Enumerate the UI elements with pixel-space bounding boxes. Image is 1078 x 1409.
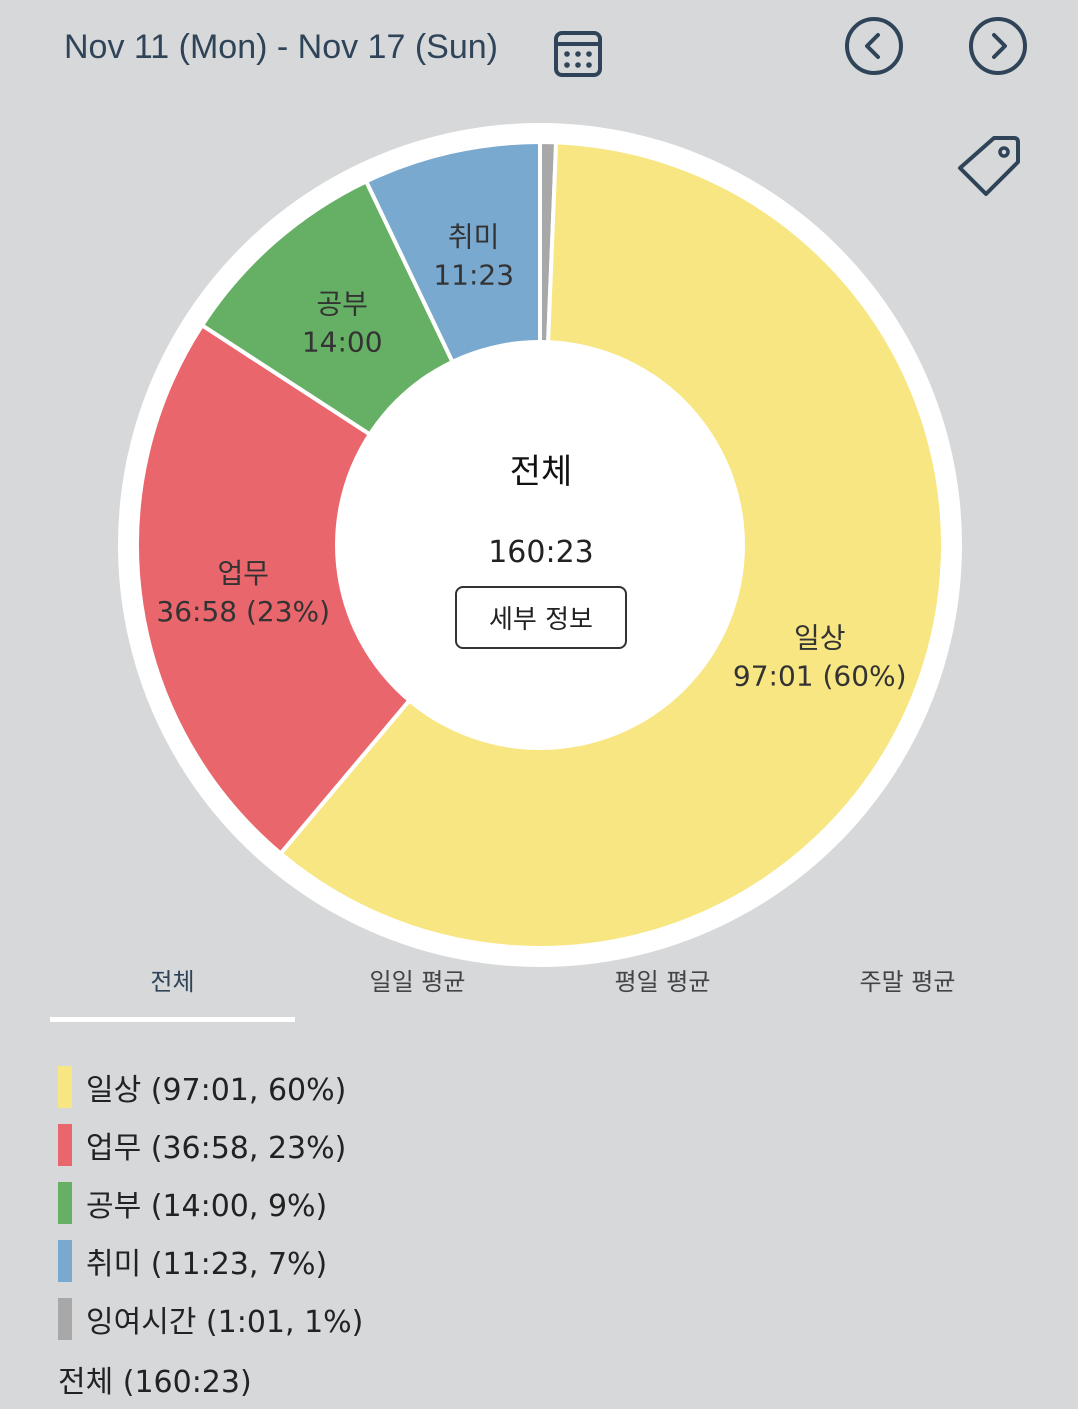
tab-weekday-average[interactable]: 평일 평균: [614, 968, 711, 996]
legend-label: 잉여시간 (1:01, 1%): [86, 1305, 364, 1340]
legend-item-hobby: 취미 (11:23, 7%): [58, 1232, 363, 1290]
legend-label: 공부 (14:00, 9%): [86, 1189, 328, 1224]
slice-label-name: 일상: [794, 621, 846, 654]
chevron-right-circle-icon[interactable]: [967, 15, 1029, 77]
slice-label-name: 공부: [316, 287, 368, 320]
slice-label-name: 업무: [217, 557, 269, 590]
center-total: 160:23: [488, 535, 594, 570]
legend-item-study: 공부 (14:00, 9%): [58, 1174, 363, 1232]
slice-label-value: 14:00: [302, 325, 383, 358]
legend-label: 일상 (97:01, 60%): [86, 1073, 347, 1108]
legend-swatch: [58, 1182, 72, 1224]
period-tabs: 전체 일일 평균 평일 평균 주말 평균: [50, 962, 1030, 1022]
chart-slice-labels: 일상 97:01 (60%) 업무 36:58 (23%) 공부 14:00 취미 11:23: [156, 220, 906, 692]
active-tab-indicator: [50, 1017, 295, 1022]
date-range-title: Nov 11 (Mon) - Nov 17 (Sun): [64, 28, 498, 66]
center-title: 전체: [510, 452, 573, 492]
legend-item-daily: 일상 (97:01, 60%): [58, 1058, 363, 1116]
tab-weekend-average[interactable]: 주말 평균: [859, 968, 956, 996]
tab-total[interactable]: 전체: [150, 968, 195, 996]
chart-legend: 일상 (97:01, 60%) 업무 (36:58, 23%) 공부 (14:0…: [58, 1058, 363, 1408]
legend-swatch: [58, 1066, 72, 1108]
chart-slices: [135, 139, 945, 950]
chevron-left-circle-icon[interactable]: [843, 15, 905, 77]
calendar-icon[interactable]: [553, 27, 603, 77]
legend-total: 전체 (160:23): [58, 1365, 252, 1400]
legend-item-spare-time: 잉여시간 (1:01, 1%): [58, 1290, 363, 1348]
legend-swatch: [58, 1298, 72, 1340]
legend-swatch: [58, 1124, 72, 1166]
slice-label-value: 11:23: [433, 258, 514, 291]
chart-center-hole: [335, 340, 745, 750]
tag-icon[interactable]: [956, 132, 1022, 198]
detail-info-button[interactable]: 세부 정보: [455, 586, 627, 649]
legend-label: 취미 (11:23, 7%): [86, 1247, 328, 1282]
slice-label-value: 97:01 (60%): [733, 659, 907, 692]
slice-label-name: 취미: [448, 220, 500, 253]
legend-label: 업무 (36:58, 23%): [86, 1131, 347, 1166]
tab-daily-average[interactable]: 일일 평균: [369, 968, 466, 996]
legend-swatch: [58, 1240, 72, 1282]
legend-item-work: 업무 (36:58, 23%): [58, 1116, 363, 1174]
slice-label-value: 36:58 (23%): [156, 595, 330, 628]
donut-chart: 일상 97:01 (60%) 업무 36:58 (23%) 공부 14:00 취미 11:23…: [118, 123, 962, 967]
